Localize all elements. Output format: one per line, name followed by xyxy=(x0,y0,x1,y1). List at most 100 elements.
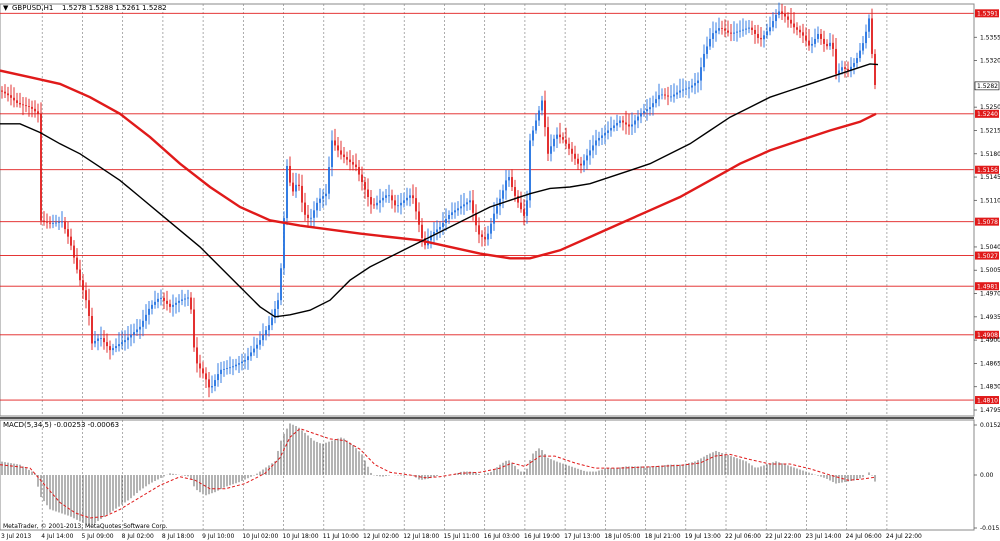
price-tick-label: 1.5320 xyxy=(980,58,1000,65)
candle-body xyxy=(688,87,690,89)
candle-body xyxy=(133,332,135,335)
price-tick-label: 1.4970 xyxy=(980,291,1000,298)
candle-body xyxy=(445,218,447,223)
candle-body xyxy=(748,27,750,29)
candle-body xyxy=(814,38,816,44)
candle-body xyxy=(532,130,534,141)
candle-body xyxy=(742,29,744,31)
candle-body xyxy=(529,140,531,201)
candle-body xyxy=(310,217,312,219)
candle-body xyxy=(94,340,96,344)
candle-body xyxy=(709,38,711,47)
candle-body xyxy=(13,97,15,101)
candle-body xyxy=(490,223,492,234)
candle-body xyxy=(247,356,249,361)
candle-body xyxy=(790,19,792,24)
candle-body xyxy=(256,344,258,349)
candle-body xyxy=(361,174,363,183)
candle-body xyxy=(34,108,36,112)
candles xyxy=(1,2,876,398)
macd-signal-line xyxy=(0,428,877,519)
candle-body xyxy=(643,111,645,114)
candle-body xyxy=(808,40,810,46)
candle-body xyxy=(733,32,735,34)
candle-body xyxy=(865,31,867,44)
candle-body xyxy=(259,340,261,345)
candle-body xyxy=(10,95,12,98)
candle-body xyxy=(475,212,477,226)
candle-body xyxy=(52,223,54,224)
candle-body xyxy=(148,308,150,315)
candle-body xyxy=(181,299,183,301)
candle-body xyxy=(862,43,864,51)
candle-body xyxy=(730,32,732,34)
candle-body xyxy=(355,164,357,168)
candle-body xyxy=(376,202,378,206)
candle-body xyxy=(184,298,186,300)
candle-body xyxy=(478,225,480,235)
candle-body xyxy=(385,195,387,198)
candle-body xyxy=(346,157,348,160)
candle-body xyxy=(805,35,807,41)
candle-body xyxy=(625,122,627,125)
candle-body xyxy=(664,94,666,96)
candle-body xyxy=(433,231,435,236)
time-tick-label: 4 Jul 14:00 xyxy=(41,533,73,540)
candle-body xyxy=(520,202,522,210)
candle-body xyxy=(4,91,6,94)
time-tick-label: 18 Jul 05:00 xyxy=(604,533,640,540)
candle-body xyxy=(448,214,450,219)
level-tag-label: 1.5391 xyxy=(977,11,998,18)
time-tick-label: 24 Jul 06:00 xyxy=(846,533,882,540)
candle-body xyxy=(79,269,81,281)
candle-body xyxy=(364,182,366,190)
candle-body xyxy=(487,233,489,240)
level-tag-label: 1.5240 xyxy=(977,111,998,118)
candle-body xyxy=(652,103,654,108)
candle-body xyxy=(640,113,642,117)
candle-body xyxy=(82,280,84,291)
candle-body xyxy=(61,221,63,223)
candle-body xyxy=(115,346,117,349)
candle-body xyxy=(337,145,339,151)
time-tick-label: 17 Jul 13:00 xyxy=(564,533,600,540)
candle-body xyxy=(811,43,813,46)
candle-body xyxy=(838,70,840,74)
current-price-tag xyxy=(974,81,1000,91)
candle-body xyxy=(868,18,870,32)
price-axis: 1.53551.53201.52501.52151.51801.51451.51… xyxy=(973,4,1000,416)
candle-body xyxy=(28,106,30,107)
level-tag-label: 1.4810 xyxy=(977,397,998,404)
candle-body xyxy=(610,127,612,131)
candle-body xyxy=(442,222,444,227)
candle-body xyxy=(853,63,855,67)
candle-body xyxy=(208,379,210,388)
candle-body xyxy=(784,13,786,17)
candle-body xyxy=(277,300,279,309)
candle-body xyxy=(670,96,672,98)
candle-body xyxy=(556,134,558,139)
chart-menu-icon[interactable]: ▼ xyxy=(3,4,9,12)
candle-body xyxy=(265,330,267,336)
candle-body xyxy=(226,368,228,369)
candle-body xyxy=(289,165,291,183)
candle-body xyxy=(370,197,372,205)
candle-body xyxy=(253,348,255,353)
candle-body xyxy=(655,99,657,104)
candle-body xyxy=(667,95,669,97)
candle-body xyxy=(250,352,252,357)
level-tag-label: 1.5156 xyxy=(977,167,998,174)
candle-body xyxy=(628,124,630,127)
candle-body xyxy=(457,208,459,211)
candle-body xyxy=(706,46,708,54)
candle-body xyxy=(388,195,390,197)
time-tick-label: 10 Jul 02:00 xyxy=(242,533,278,540)
candle-body xyxy=(286,165,288,219)
level-tag-label: 1.4981 xyxy=(977,284,998,291)
candle-body xyxy=(85,290,87,301)
candle-body xyxy=(217,374,219,381)
candle-body xyxy=(157,298,159,302)
candle-body xyxy=(409,195,411,198)
candle-body xyxy=(739,30,741,32)
